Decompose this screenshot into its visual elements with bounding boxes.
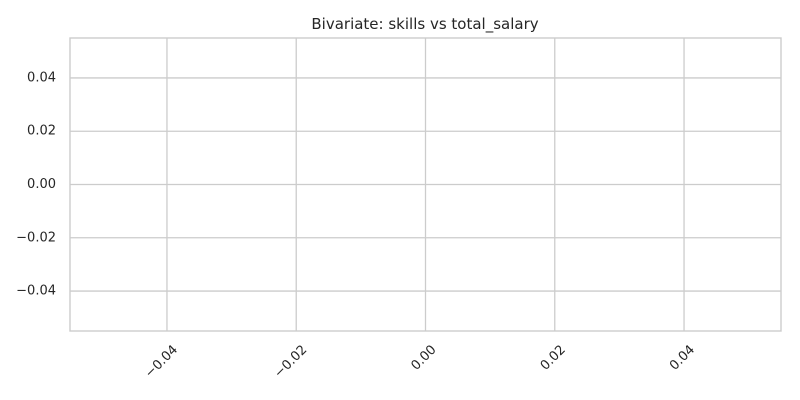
- x-tick-labels: −0.04 −0.02 0.00 0.02 0.04: [142, 342, 698, 381]
- y-tick-label: 0.00: [27, 177, 56, 192]
- chart-title: Bivariate: skills vs total_salary: [311, 15, 538, 34]
- x-tick-label: 0.02: [538, 342, 569, 373]
- y-tick-label: 0.02: [27, 124, 56, 139]
- x-tick-label: −0.04: [142, 342, 181, 381]
- y-tick-label: 0.04: [27, 70, 56, 85]
- x-tick-label: 0.04: [667, 342, 698, 373]
- y-tick-label: −0.02: [16, 230, 56, 245]
- y-tick-label: −0.04: [16, 284, 56, 299]
- y-gridlines: [70, 77, 781, 292]
- x-tick-label: 0.00: [408, 342, 439, 373]
- plot-area-frame: [69, 37, 782, 332]
- x-tick-label: −0.02: [271, 342, 310, 381]
- y-tick-labels: 0.04 0.02 0.00 −0.02 −0.04: [16, 70, 56, 298]
